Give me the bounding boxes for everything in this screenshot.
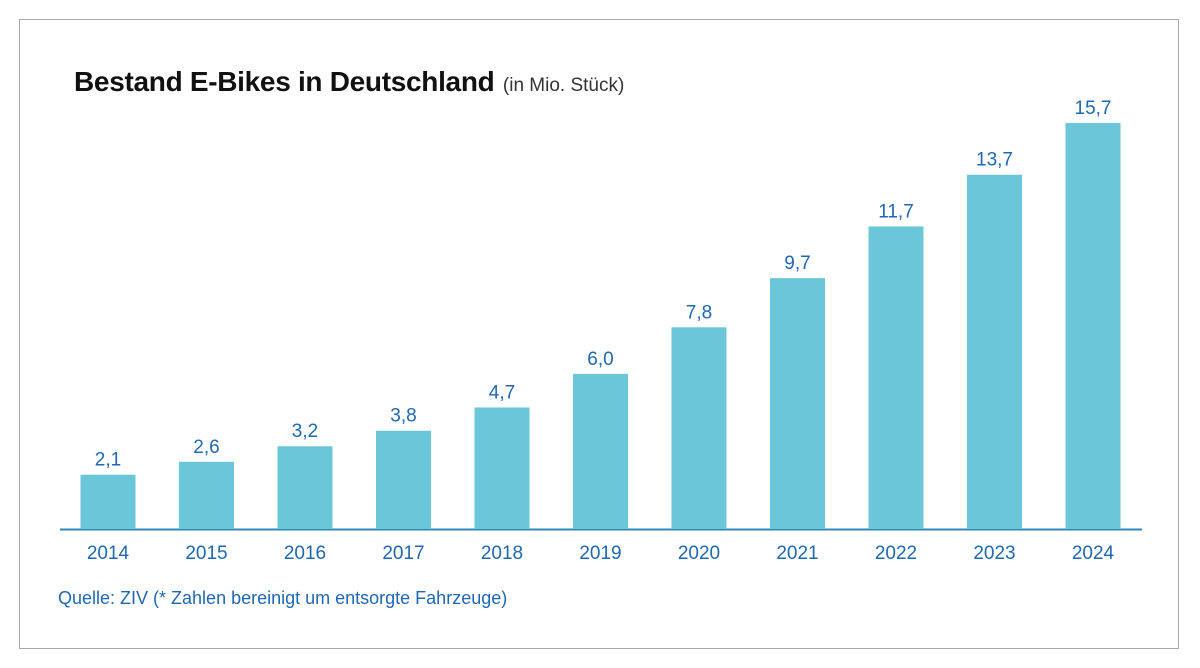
x-tick-label-2015: 2015 [185, 543, 227, 564]
data-label-2014: 2,1 [95, 450, 121, 471]
x-tick-label-2016: 2016 [284, 543, 326, 564]
data-label-2019: 6,0 [587, 349, 613, 370]
chart-title-row: Bestand E-Bikes in Deutschland (in Mio. … [74, 66, 624, 98]
x-tick-label-2020: 2020 [678, 543, 720, 564]
bar-2023 [967, 174, 1022, 530]
x-tick-label-2017: 2017 [382, 543, 424, 564]
x-tick-label-2022: 2022 [875, 543, 917, 564]
x-tick-label-2023: 2023 [973, 543, 1015, 564]
bar-2017 [376, 430, 431, 529]
bar-2018 [474, 407, 530, 529]
bar-2015 [179, 461, 234, 529]
data-label-2024: 15,7 [1075, 98, 1112, 119]
data-label-2017: 3,8 [390, 406, 416, 427]
data-label-2021: 9,7 [784, 253, 810, 274]
bar-2021 [770, 278, 825, 529]
data-label-2023: 13,7 [976, 150, 1013, 171]
bar-2020 [671, 327, 727, 529]
bar-2014 [80, 474, 136, 529]
bar-2024 [1065, 123, 1121, 529]
data-label-2016: 3,2 [292, 421, 318, 442]
data-label-2022: 11,7 [878, 201, 914, 222]
chart-title: Bestand E-Bikes in Deutschland [74, 66, 495, 97]
x-tick-label-2019: 2019 [579, 543, 621, 564]
x-tick-label-2024: 2024 [1072, 543, 1115, 564]
chart-subtitle: (in Mio. Stück) [502, 75, 625, 96]
x-tick-label-2018: 2018 [481, 543, 523, 564]
source-note: Quelle: ZIV (* Zahlen bereinigt um entso… [58, 588, 508, 608]
data-label-2018: 4,7 [489, 382, 515, 403]
data-label-2015: 2,6 [193, 437, 219, 458]
x-tick-label-2014: 2014 [87, 543, 130, 564]
bar-2019 [573, 373, 628, 529]
data-label-2020: 7,8 [686, 302, 712, 323]
bar-2022 [868, 226, 924, 529]
bar-2016 [277, 446, 333, 529]
x-tick-label-2021: 2021 [776, 543, 818, 564]
